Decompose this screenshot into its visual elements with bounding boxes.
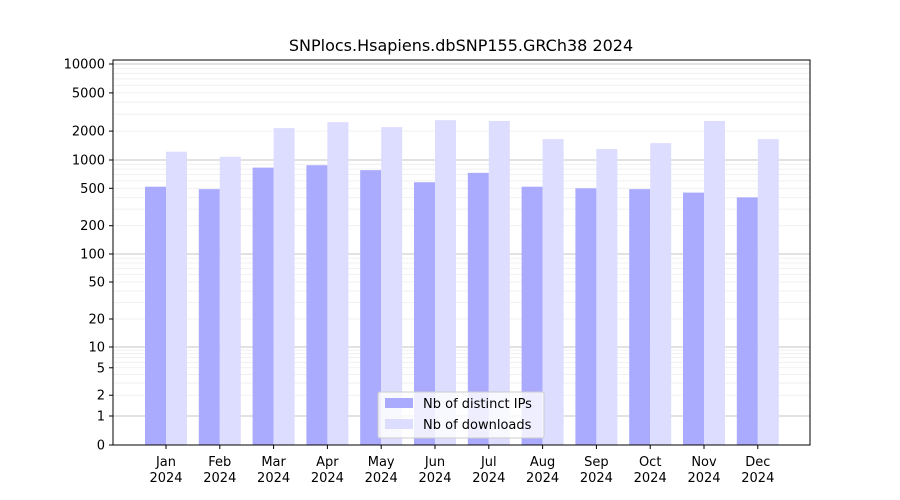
x-tick-label-month: Jun: [424, 455, 445, 470]
bar-distinct-ips: [360, 170, 382, 445]
y-tick-label: 2: [97, 389, 105, 404]
x-tick-label-month: May: [368, 455, 395, 470]
x-tick-label-month: Apr: [316, 455, 339, 470]
x-tick-label-year: 2024: [634, 471, 667, 486]
y-tick-label: 50: [88, 275, 105, 290]
bar-downloads: [435, 120, 456, 445]
bar-downloads: [166, 151, 187, 445]
x-tick-label-month: Sep: [584, 455, 609, 470]
y-axis: 0 1 2 5 10 20 50 100 200 500 1000 2000 5000 10000: [64, 58, 113, 454]
bar-downloads: [542, 139, 564, 446]
bar-distinct-ips: [252, 167, 274, 445]
y-tick-label: 10000: [64, 58, 105, 73]
bar-downloads: [757, 139, 779, 446]
x-tick-label-month: Nov: [691, 455, 717, 470]
legend-box: [377, 391, 545, 439]
y-tick-label: 0: [97, 439, 105, 454]
x-tick-label-year: 2024: [257, 471, 290, 486]
x-tick-label-month: Feb: [208, 455, 231, 470]
bar-distinct-ips: [629, 189, 651, 445]
y-tick-label: 5000: [72, 86, 105, 101]
y-tick-label: 100: [80, 248, 105, 263]
x-tick-label-year: 2024: [580, 471, 613, 486]
x-tick-label-year: 2024: [741, 471, 774, 486]
x-tick-label-month: Dec: [745, 455, 770, 470]
legend: Nb of distinct IPs Nb of downloads: [377, 391, 545, 439]
legend-swatch-downloads: [385, 419, 413, 429]
y-tick-label: 20: [88, 313, 105, 328]
bar-downloads: [488, 120, 510, 446]
plot-frame: [112, 59, 811, 446]
y-tick-label: 200: [80, 219, 105, 234]
x-tick-label-year: 2024: [365, 471, 398, 486]
bar-downloads: [381, 127, 403, 445]
y-tick-label: 1000: [72, 154, 105, 169]
x-tick-label-month: Jan: [155, 455, 176, 470]
bar-downloads: [596, 149, 618, 445]
x-tick-label-month: Aug: [530, 455, 555, 470]
bar-distinct-ips: [575, 188, 597, 445]
chart-title: SNPlocs.Hsapiens.dbSNP155.GRCh38 2024: [289, 36, 633, 55]
x-tick-label-month: Mar: [261, 455, 286, 470]
bar-downloads: [219, 156, 241, 445]
bar-distinct-ips: [736, 197, 758, 445]
x-tick-label-year: 2024: [526, 471, 559, 486]
y-tick-label: 1: [97, 410, 105, 425]
bar-distinct-ips: [467, 172, 489, 445]
x-tick-label-year: 2024: [311, 471, 344, 486]
x-tick-label-year: 2024: [472, 471, 505, 486]
bar-distinct-ips: [414, 182, 435, 445]
legend-label-ips: Nb of distinct IPs: [423, 397, 532, 412]
bar-downloads: [704, 120, 725, 446]
bar-distinct-ips: [306, 165, 328, 445]
bar-distinct-ips: [683, 192, 704, 445]
x-tick-label-year: 2024: [687, 471, 720, 486]
y-tick-label: 2000: [72, 125, 105, 140]
bars: [145, 120, 779, 446]
y-tick-label: 10: [88, 341, 105, 356]
x-tick-label-month: Jul: [480, 455, 497, 470]
bar-distinct-ips: [198, 189, 220, 445]
bar-distinct-ips: [521, 186, 543, 445]
bar-downloads: [650, 143, 672, 445]
bar-downloads: [327, 122, 349, 446]
x-tick-label-year: 2024: [418, 471, 451, 486]
bar-downloads: [273, 128, 295, 445]
bar-distinct-ips: [145, 186, 166, 445]
x-tick-label-year: 2024: [149, 471, 182, 486]
legend-swatch-ips: [385, 398, 413, 408]
x-tick-label-month: Oct: [639, 455, 661, 470]
y-tick-label: 500: [80, 182, 105, 197]
x-axis: Jan2024Feb2024Mar2024Apr2024May2024Jun20…: [149, 445, 774, 486]
y-tick-label: 5: [97, 361, 105, 376]
legend-label-downloads: Nb of downloads: [423, 418, 532, 433]
x-tick-label-year: 2024: [203, 471, 236, 486]
